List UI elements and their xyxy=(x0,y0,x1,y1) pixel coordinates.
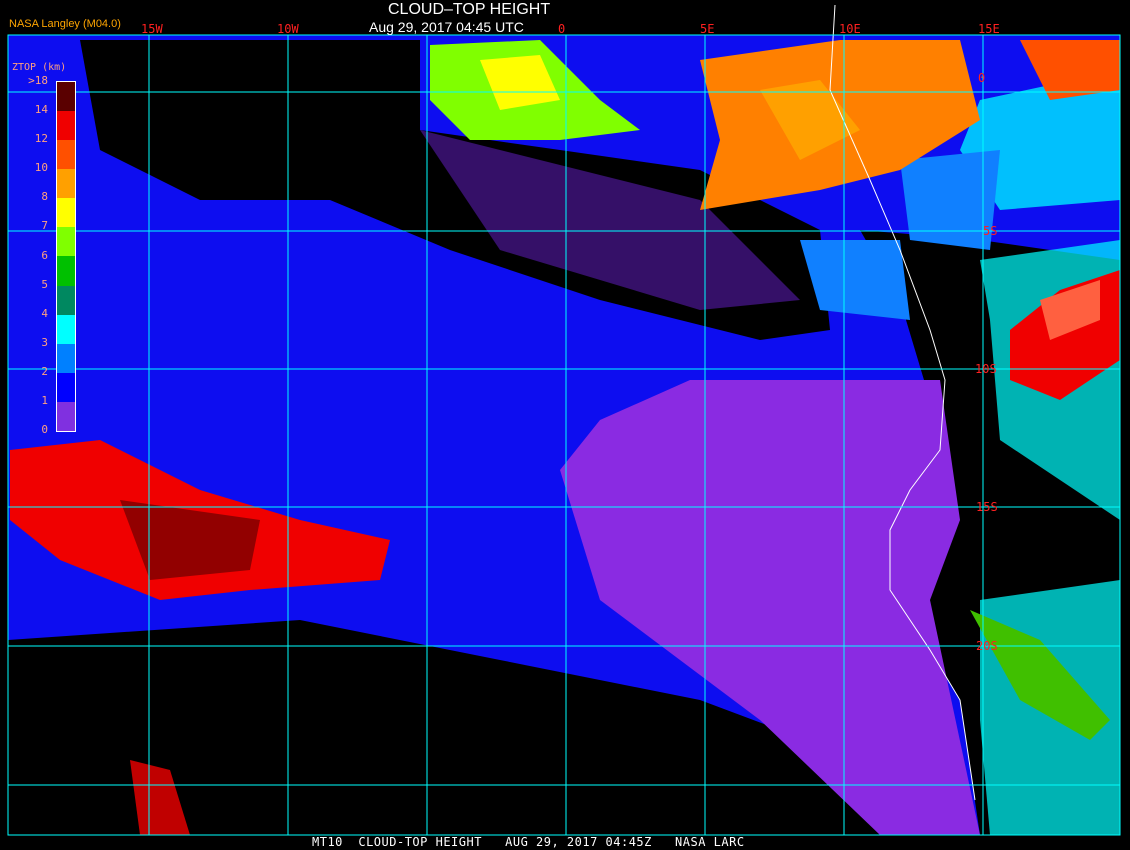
legend-tick-label: 5 xyxy=(41,277,48,291)
legend-tick-label: 4 xyxy=(41,306,48,320)
legend-tick-label: 12 xyxy=(34,132,48,146)
lon-label: 15E xyxy=(978,22,1000,36)
map-datetime: Aug 29, 2017 04:45 UTC xyxy=(369,19,524,35)
legend-swatch xyxy=(57,227,75,257)
lon-label: 10E xyxy=(839,22,861,36)
legend-swatch xyxy=(57,343,75,373)
legend-title: ZTOP (km) xyxy=(12,62,67,73)
color-scale-legend xyxy=(56,81,76,432)
legend-tick-label: 3 xyxy=(41,335,48,349)
legend-swatch xyxy=(57,198,75,228)
legend-tick-label: 7 xyxy=(41,219,48,233)
legend-swatch xyxy=(57,401,75,431)
legend-swatch xyxy=(57,256,75,286)
legend-tick-label: 2 xyxy=(41,364,48,378)
legend-swatch xyxy=(57,111,75,141)
provider-label: NASA Langley (M04.0) xyxy=(9,18,121,30)
legend-swatch xyxy=(57,169,75,199)
legend-swatch xyxy=(57,82,75,112)
legend-swatch xyxy=(57,372,75,402)
lat-label: 15S xyxy=(976,500,998,514)
lon-label: 15W xyxy=(141,22,163,36)
legend-swatch xyxy=(57,285,75,315)
lon-label: 10W xyxy=(277,22,299,36)
legend-tick-label: 0 xyxy=(41,423,48,436)
legend-tick-label: 6 xyxy=(41,248,48,262)
lat-label: 0 xyxy=(978,71,986,85)
lat-label: 10S xyxy=(975,362,997,376)
legend-tick-label: 10 xyxy=(34,161,48,175)
lat-label: 5S xyxy=(983,224,998,238)
legend-tick-label: 8 xyxy=(41,190,48,204)
legend-swatch xyxy=(57,140,75,170)
legend-swatch xyxy=(57,314,75,344)
footer-caption: MT10 CLOUD-TOP HEIGHT AUG 29, 2017 04:45… xyxy=(312,835,745,849)
legend-tick-label: >18 xyxy=(28,74,48,87)
lon-label: 0 xyxy=(558,22,566,36)
map-title: CLOUD–TOP HEIGHT xyxy=(388,1,551,18)
legend-tick-label: 1 xyxy=(41,393,48,407)
lon-label: 5E xyxy=(700,22,715,36)
legend-tick-label: 14 xyxy=(34,103,48,117)
lat-label: 20S xyxy=(976,639,998,653)
